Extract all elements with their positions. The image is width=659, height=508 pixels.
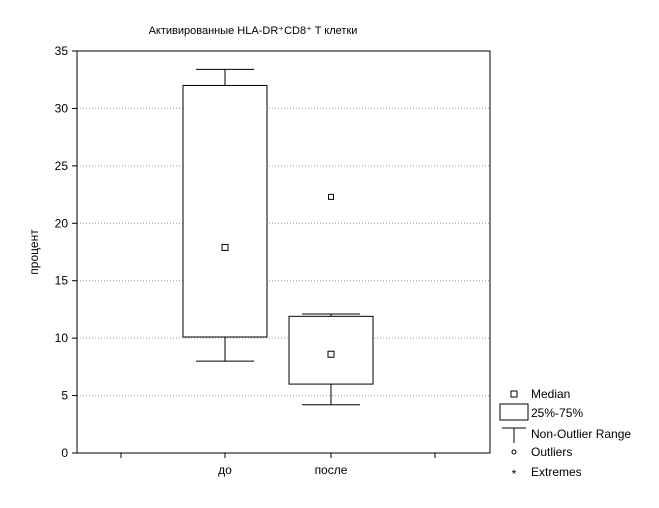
chart-title: Активированные HLA-DR⁺CD8⁺ T клетки	[149, 25, 358, 37]
y-tick-label: 35	[55, 44, 69, 58]
box-group-1	[182, 68, 268, 362]
y-axis-label: процент	[27, 229, 41, 275]
y-tick-label: 20	[55, 216, 69, 230]
plot-frame	[76, 50, 491, 454]
iqr-box	[288, 315, 374, 385]
x-tick-label: до	[218, 463, 232, 477]
y-tick-label: 0	[61, 446, 68, 460]
legend-item-2: 25%-75%	[499, 403, 583, 421]
boxes	[182, 68, 374, 406]
legend-extremes-icon: *	[512, 467, 517, 481]
y-axis-ticks: 0 5 10 15 20 25 30 35	[55, 44, 77, 460]
legend-item-3: Non-Outlier Range	[502, 427, 631, 443]
median-marker	[221, 243, 229, 251]
legend-item-4: Outliers	[511, 445, 572, 459]
grid-lines	[77, 107, 490, 397]
iqr-box	[182, 84, 268, 338]
legend-label: Non-Outlier Range	[531, 427, 631, 441]
y-tick-label: 5	[61, 389, 68, 403]
legend: Median 25%-75% Non-Outlier Range Outliers * E…	[499, 387, 631, 481]
box-group-2	[288, 193, 374, 406]
legend-item-1: Median	[510, 387, 570, 401]
legend-outlier-icon	[511, 449, 517, 455]
legend-label: Outliers	[531, 445, 572, 459]
legend-item-5: * Extremes	[512, 465, 582, 481]
y-tick-label: 15	[55, 274, 69, 288]
legend-box-icon	[499, 403, 529, 421]
x-axis-ticks: до после	[120, 453, 436, 477]
legend-label: 25%-75%	[531, 406, 583, 420]
y-tick-label: 30	[55, 101, 69, 115]
y-tick-label: 25	[55, 159, 69, 173]
y-tick-label: 10	[55, 331, 69, 345]
outlier-point	[328, 193, 334, 200]
legend-label: Median	[531, 387, 570, 401]
median-marker	[327, 350, 335, 358]
legend-label: Extremes	[531, 465, 582, 479]
x-tick-label: после	[315, 463, 348, 477]
legend-median-icon	[510, 390, 518, 398]
